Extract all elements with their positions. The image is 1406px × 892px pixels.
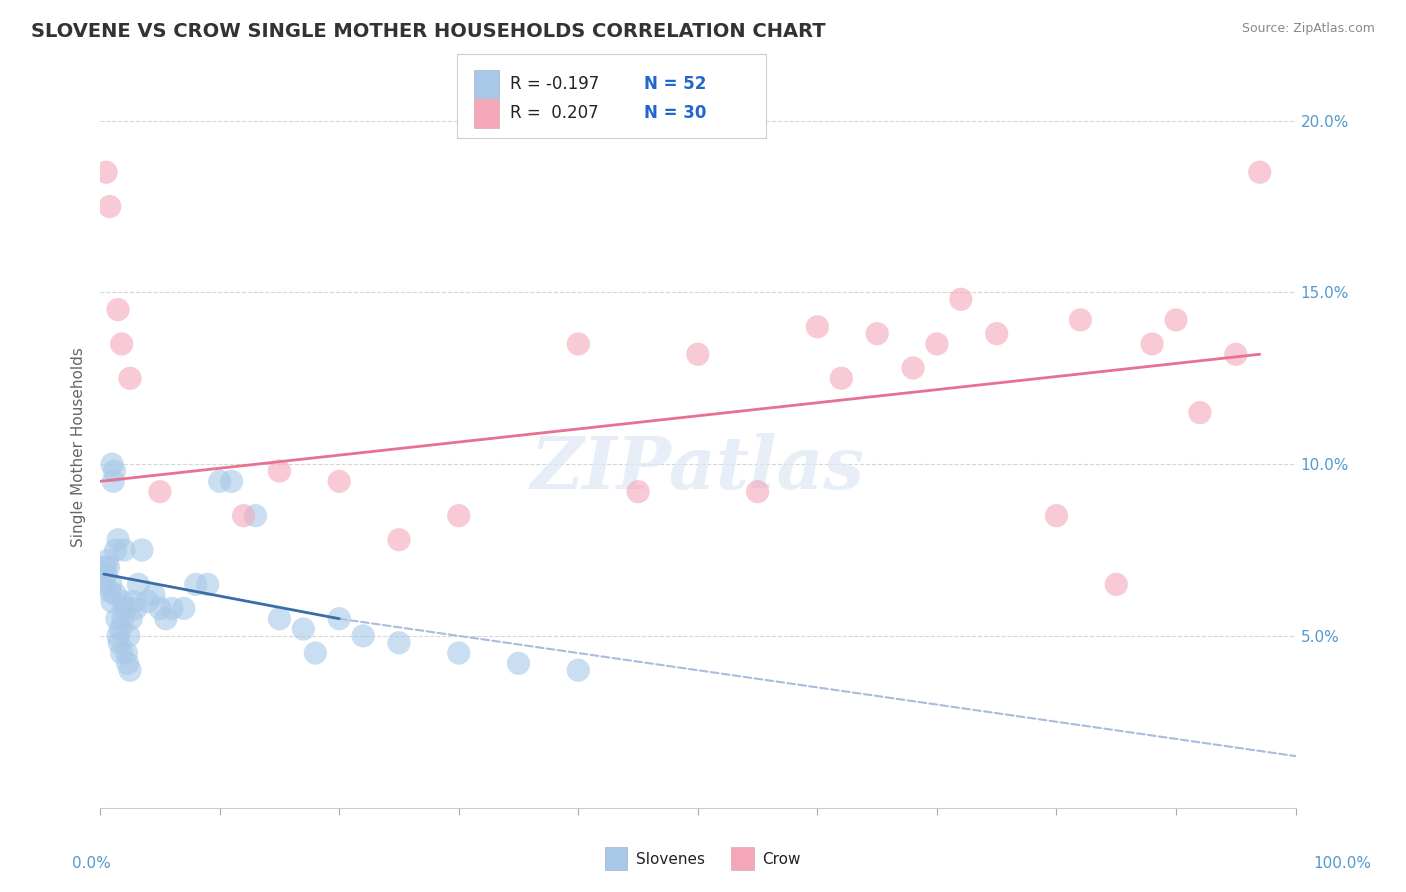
Point — [104, 588, 127, 602]
Point — [1105, 577, 1128, 591]
Point — [155, 612, 177, 626]
Point — [118, 629, 141, 643]
Point — [232, 508, 254, 523]
Point — [160, 601, 183, 615]
Point — [866, 326, 889, 341]
Point — [105, 612, 128, 626]
Point — [107, 533, 129, 547]
Point — [103, 475, 125, 489]
Point — [925, 337, 948, 351]
Point — [93, 577, 115, 591]
Point — [118, 663, 141, 677]
Point — [127, 577, 149, 591]
Point — [1164, 313, 1187, 327]
Point — [149, 484, 172, 499]
Point — [122, 594, 145, 608]
Point — [292, 622, 315, 636]
Text: 100.0%: 100.0% — [1313, 856, 1372, 871]
Point — [388, 533, 411, 547]
Point — [111, 337, 134, 351]
Point — [107, 302, 129, 317]
Point — [100, 577, 122, 591]
Text: R = -0.197: R = -0.197 — [510, 75, 599, 93]
Point — [111, 612, 134, 626]
Point — [197, 577, 219, 591]
Point — [508, 657, 530, 671]
Point — [567, 337, 589, 351]
Text: 0.0%: 0.0% — [72, 856, 111, 871]
Point — [115, 646, 138, 660]
Point — [96, 553, 118, 567]
Point — [98, 200, 121, 214]
Point — [94, 567, 117, 582]
Point — [447, 508, 470, 523]
Point — [830, 371, 852, 385]
Point — [94, 560, 117, 574]
Point — [447, 646, 470, 660]
Point — [136, 594, 159, 608]
Point — [94, 165, 117, 179]
Point — [245, 508, 267, 523]
Point — [1225, 347, 1247, 361]
Point — [125, 601, 148, 615]
Point — [111, 594, 134, 608]
Point — [142, 588, 165, 602]
Point — [117, 657, 139, 671]
Point — [149, 601, 172, 615]
Point — [111, 646, 134, 660]
Point — [101, 457, 124, 471]
Text: Crow: Crow — [762, 853, 800, 867]
Point — [747, 484, 769, 499]
Point — [806, 319, 828, 334]
Point — [131, 543, 153, 558]
Point — [208, 475, 231, 489]
Text: N = 52: N = 52 — [644, 75, 706, 93]
Point — [388, 636, 411, 650]
Point — [110, 622, 132, 636]
Text: N = 30: N = 30 — [644, 104, 706, 122]
Point — [104, 543, 127, 558]
Point — [1069, 313, 1091, 327]
Point — [108, 636, 131, 650]
Point — [107, 629, 129, 643]
Point — [1045, 508, 1067, 523]
Point — [184, 577, 207, 591]
Point — [567, 663, 589, 677]
Point — [1188, 406, 1211, 420]
Point — [1249, 165, 1271, 179]
Text: ZIPatlas: ZIPatlas — [531, 434, 865, 504]
Point — [120, 612, 142, 626]
Point — [949, 293, 972, 307]
Point — [304, 646, 326, 660]
Text: SLOVENE VS CROW SINGLE MOTHER HOUSEHOLDS CORRELATION CHART: SLOVENE VS CROW SINGLE MOTHER HOUSEHOLDS… — [31, 22, 825, 41]
Text: Source: ZipAtlas.com: Source: ZipAtlas.com — [1241, 22, 1375, 36]
Text: Slovenes: Slovenes — [636, 853, 704, 867]
Point — [118, 371, 141, 385]
Point — [986, 326, 1008, 341]
Point — [686, 347, 709, 361]
Point — [112, 543, 135, 558]
Point — [352, 629, 374, 643]
Point — [114, 601, 136, 615]
Point — [103, 464, 125, 478]
Y-axis label: Single Mother Households: Single Mother Households — [72, 347, 86, 547]
Point — [221, 475, 243, 489]
Point — [269, 464, 291, 478]
Point — [328, 475, 350, 489]
Point — [97, 560, 120, 574]
Point — [101, 594, 124, 608]
Point — [1140, 337, 1163, 351]
Point — [328, 612, 350, 626]
Point — [627, 484, 650, 499]
Point — [173, 601, 195, 615]
Point — [901, 361, 924, 376]
Text: R =  0.207: R = 0.207 — [510, 104, 599, 122]
Point — [98, 584, 121, 599]
Point — [269, 612, 291, 626]
